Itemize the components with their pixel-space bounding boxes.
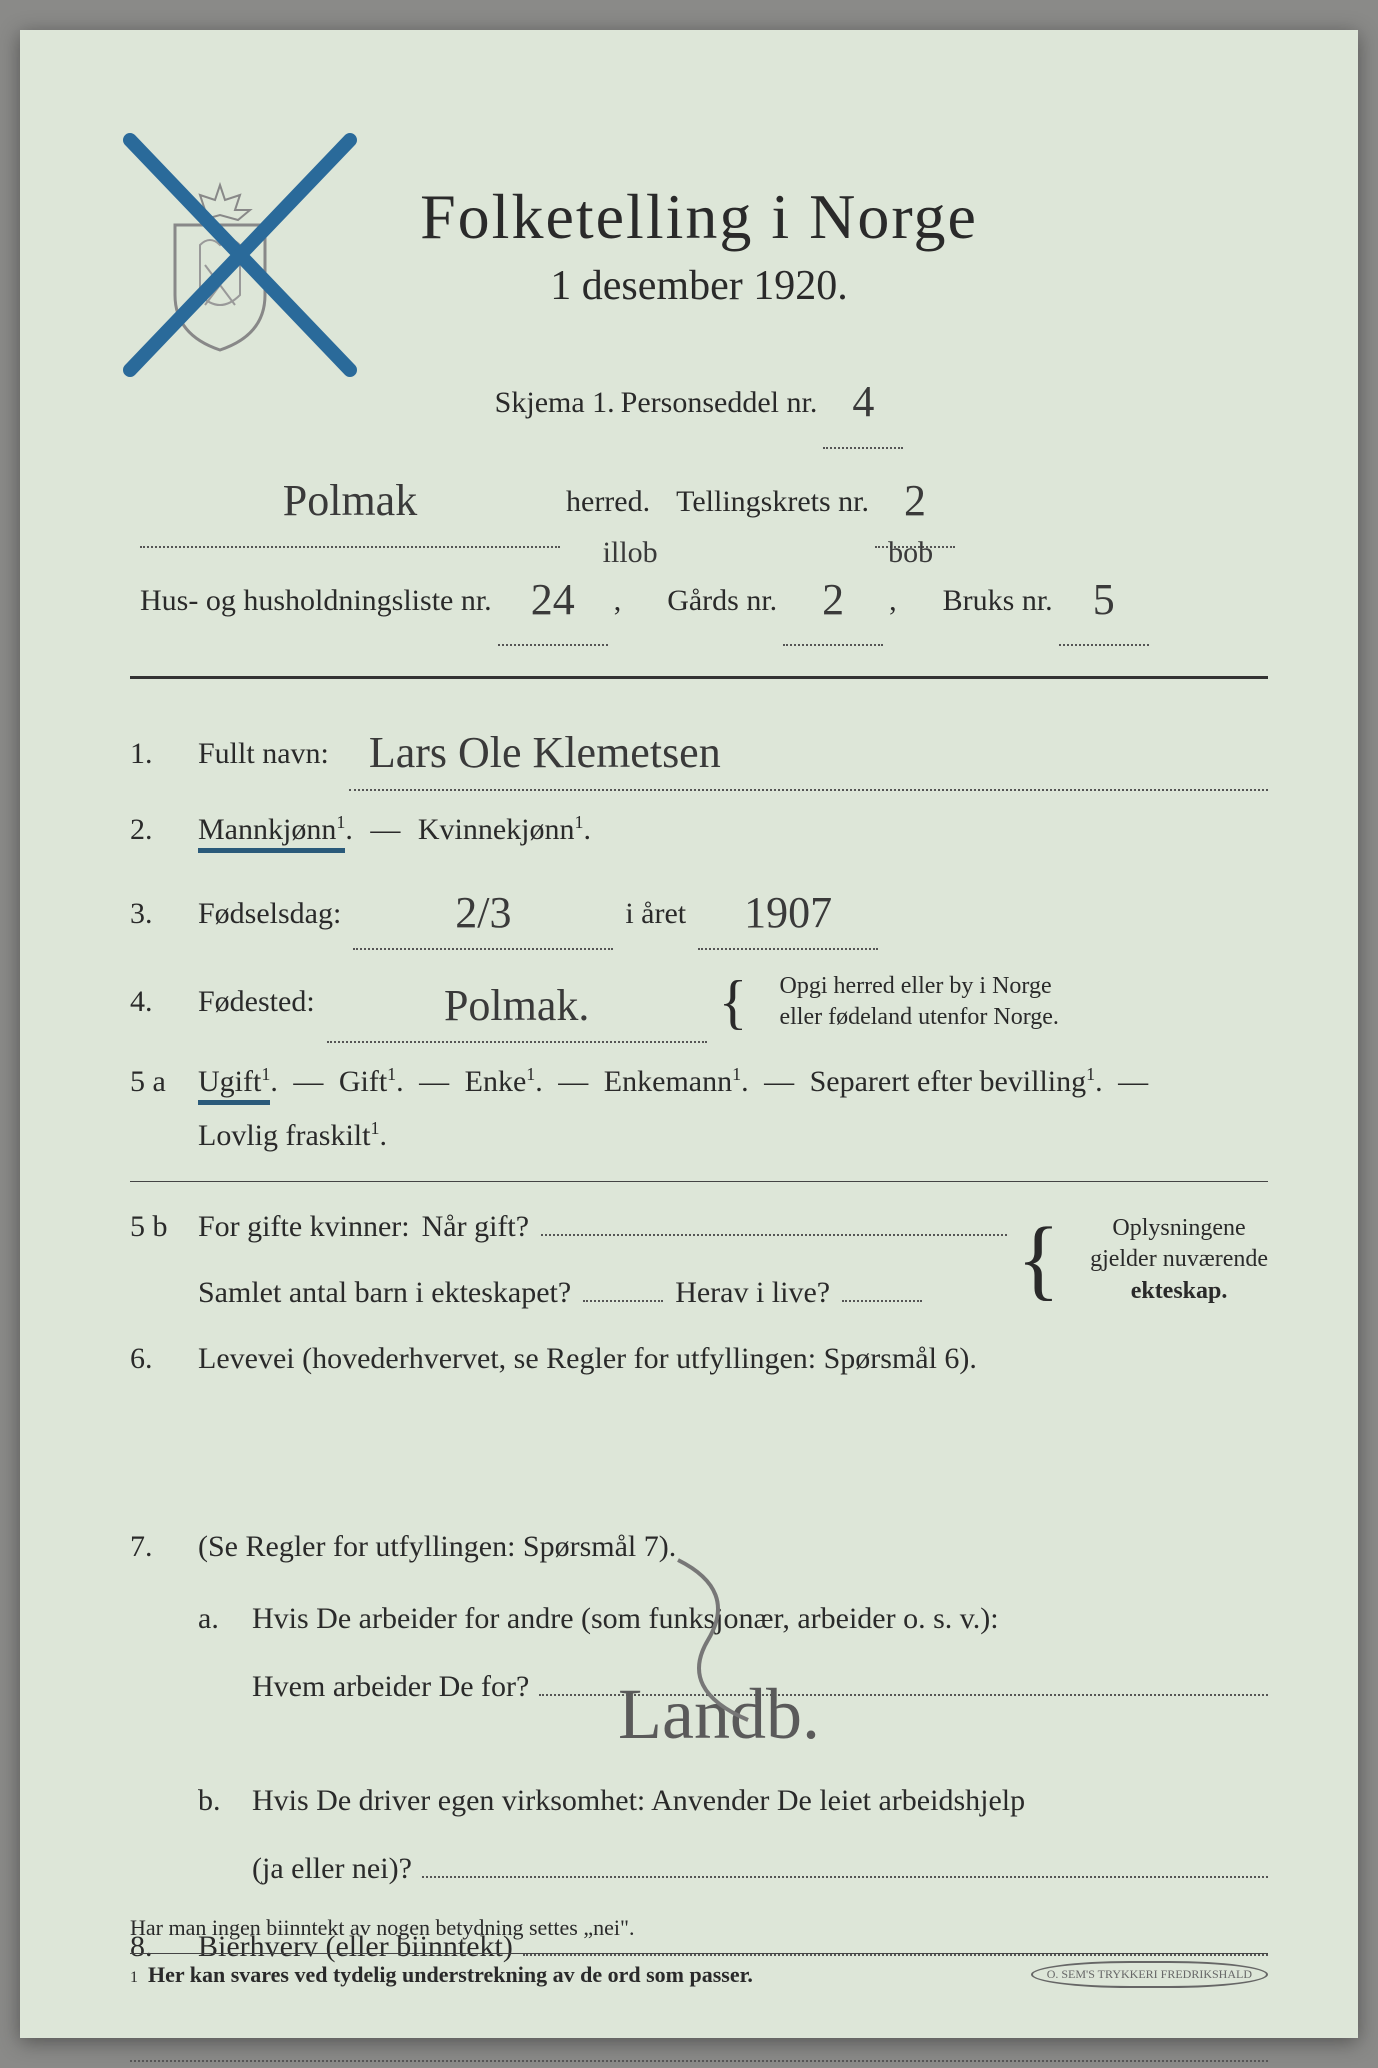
husliste-note: illob bbox=[603, 520, 658, 586]
q5b-row: 5 b For gifte kvinner: Når gift? Samlet … bbox=[130, 1200, 1268, 1320]
q4-num: 4. bbox=[130, 975, 180, 1029]
q5b-num: 5 b bbox=[130, 1200, 180, 1254]
q3-row: 3. Fødselsdag: 2/3 i året 1907 bbox=[130, 869, 1268, 950]
q5a-gift: Gift1 bbox=[339, 1065, 396, 1098]
q5a-row: 5 a Ugift1. — Gift1. — Enke1. — Enkemann… bbox=[130, 1055, 1268, 1163]
footnote-num: 1 bbox=[130, 1969, 138, 1987]
q5a-enkemann: Enkemann1 bbox=[604, 1065, 741, 1098]
q5b-l2a: Samlet antal barn i ekteskapet? bbox=[198, 1266, 571, 1320]
form-title: Folketelling i Norge bbox=[130, 180, 1268, 254]
meta-row-3: Hus- og husholdningsliste nr. 24 illob ,… bbox=[140, 548, 1258, 647]
q5b-l1b: Når gift? bbox=[422, 1200, 529, 1254]
q7b-label: b. bbox=[198, 1774, 238, 1896]
husliste-label: Hus- og husholdningsliste nr. bbox=[140, 568, 492, 634]
q6-space bbox=[130, 1398, 1268, 1508]
q6-text: Levevei (hovederhvervet, se Regler for u… bbox=[198, 1332, 1268, 1386]
q7b-fill bbox=[422, 1842, 1268, 1878]
blank-line bbox=[130, 2026, 1268, 2062]
q7a-line2: Hvem arbeider De for? bbox=[252, 1660, 529, 1714]
printer-stamp: O. SEM'S TRYKKERI FREDRIKSHALD bbox=[1031, 1961, 1268, 1988]
header: Folketelling i Norge 1 desember 1920. Sk… bbox=[130, 90, 1268, 646]
bruks-nr: 5 bbox=[1059, 548, 1149, 647]
q7-row: 7. (Se Regler for utfyllingen: Spørsmål … bbox=[130, 1520, 1268, 1896]
q5b-note: Oplysningene gjelder nuværende ekteskap. bbox=[1090, 1213, 1268, 1307]
q5b-fill3 bbox=[842, 1266, 922, 1302]
q3-num: 3. bbox=[130, 887, 180, 941]
footnote-text: Her kan svares ved tydelig understreknin… bbox=[148, 1962, 753, 1988]
footer: Har man ingen biinntekt av nogen betydni… bbox=[130, 1915, 1268, 1988]
gards-note: bob bbox=[888, 520, 933, 586]
q4-label: Fødested: bbox=[198, 975, 315, 1029]
divider bbox=[130, 1181, 1268, 1182]
herred-value: Polmak bbox=[140, 449, 560, 548]
personseddel-label: Personseddel nr. bbox=[621, 370, 818, 436]
q3-mid: i året bbox=[625, 887, 686, 941]
q5b-l1a: For gifte kvinner: bbox=[198, 1200, 410, 1254]
q5a-lovlig: Lovlig fraskilt1 bbox=[198, 1119, 379, 1152]
q7-num: 7. bbox=[130, 1520, 180, 1574]
q2-kvinne: Kvinnekjønn1 bbox=[418, 813, 584, 846]
q1-num: 1. bbox=[130, 727, 180, 781]
swirl-mark bbox=[628, 1550, 788, 1730]
q4-value: Polmak. bbox=[327, 962, 707, 1043]
q7b-line1: Hvis De driver egen virksomhet: Anvender… bbox=[252, 1774, 1268, 1828]
q4-note: Opgi herred eller by i Norge eller fødel… bbox=[779, 971, 1058, 1033]
q3-label: Fødselsdag: bbox=[198, 887, 341, 941]
q7b-line2: (ja eller nei)? bbox=[252, 1842, 412, 1896]
meta-block: Skjema 1. Personseddel nr. 4 Polmak herr… bbox=[130, 350, 1268, 646]
q7a-label: a. bbox=[198, 1592, 238, 1714]
q3-year: 1907 bbox=[698, 869, 878, 950]
personseddel-nr: 4 bbox=[823, 350, 903, 449]
q1-value: Lars Ole Klemetsen bbox=[349, 709, 1268, 790]
q4-row: 4. Fødested: Polmak. { Opgi herred eller… bbox=[130, 962, 1268, 1043]
skjema-label: Skjema 1. bbox=[495, 370, 615, 436]
q6-num: 6. bbox=[130, 1332, 180, 1386]
census-form-page: Folketelling i Norge 1 desember 1920. Sk… bbox=[20, 30, 1358, 2038]
q5a-enke: Enke1 bbox=[465, 1065, 536, 1098]
husliste-nr: 24 illob bbox=[498, 548, 608, 647]
q5b-fill2 bbox=[583, 1266, 663, 1302]
q2-num: 2. bbox=[130, 803, 180, 857]
tellingskrets-label: Tellingskrets nr. bbox=[676, 469, 869, 535]
form-date: 1 desember 1920. bbox=[130, 262, 1268, 310]
q1-label: Fullt navn: bbox=[198, 727, 329, 781]
meta-row-2: Polmak herred. Tellingskrets nr. 2 bbox=[140, 449, 1258, 548]
coat-of-arms-icon bbox=[150, 175, 290, 355]
bruks-label: Bruks nr. bbox=[943, 568, 1053, 634]
footer-note: Har man ingen biinntekt av nogen betydni… bbox=[130, 1915, 1268, 1941]
brace-icon: { bbox=[1017, 1237, 1060, 1282]
q1-row: 1. Fullt navn: Lars Ole Klemetsen bbox=[130, 709, 1268, 790]
q5b-fill1 bbox=[541, 1200, 1007, 1236]
form-body: 1. Fullt navn: Lars Ole Klemetsen 2. Man… bbox=[130, 709, 1268, 2062]
q5b-l2b: Herav i live? bbox=[675, 1266, 830, 1320]
q5a-num: 5 a bbox=[130, 1055, 180, 1109]
gards-label: Gårds nr. bbox=[667, 568, 777, 634]
q2-row: 2. Mannkjønn1. — Kvinnekjønn1. bbox=[130, 803, 1268, 857]
q2-mann: Mannkjønn1 bbox=[198, 813, 345, 853]
q3-day: 2/3 bbox=[353, 869, 613, 950]
q6-row: 6. Levevei (hovederhvervet, se Regler fo… bbox=[130, 1332, 1268, 1386]
meta-row-1: Skjema 1. Personseddel nr. 4 bbox=[140, 350, 1258, 449]
q5a-ugift: Ugift1 bbox=[198, 1065, 270, 1105]
gards-nr: 2 bob bbox=[783, 548, 883, 647]
q5a-separert: Separert efter bevilling1 bbox=[810, 1065, 1096, 1098]
divider-heavy bbox=[130, 676, 1268, 679]
brace-icon: { bbox=[719, 987, 748, 1017]
